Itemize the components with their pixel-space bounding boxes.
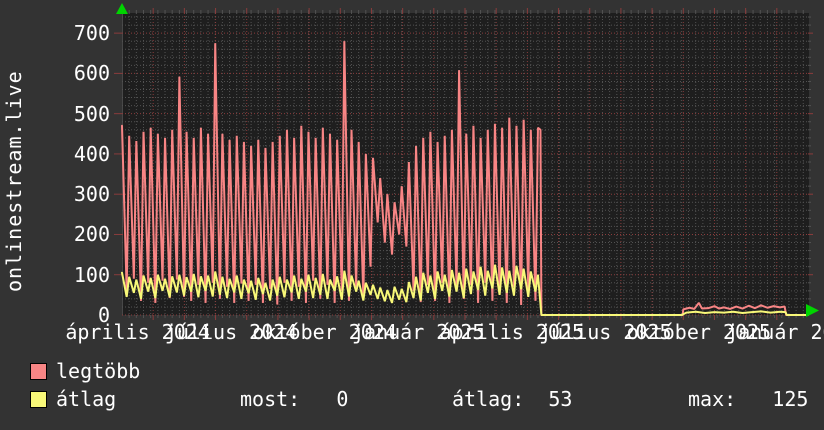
- y-axis-label: 200: [73, 222, 110, 247]
- x-axis-label: január 2025: [351, 320, 485, 344]
- x-axis-label: október 2025: [626, 320, 772, 344]
- y-axis-label: 100: [73, 262, 110, 287]
- stat-most: most: 0: [240, 387, 349, 411]
- x-axis-label: július 2024: [164, 320, 298, 344]
- legend-label-legtobb: legtöbb: [56, 359, 141, 383]
- x-axis-label: április 2025: [439, 320, 585, 344]
- x-axis-label: január 2026: [726, 320, 824, 344]
- y-axis-label: 400: [73, 141, 110, 166]
- x-axis-label: július 2025: [539, 320, 672, 344]
- x-axis-label: április 2024: [65, 320, 210, 344]
- y-axis-label: 600: [73, 61, 110, 86]
- x-axis-label: október 2024: [252, 320, 397, 344]
- stat-atlag: átlag: 53: [452, 387, 573, 411]
- legend-label-atlag: átlag: [56, 387, 117, 411]
- legend-swatch-legtobb: [30, 363, 47, 380]
- stat-max: max: 125: [688, 387, 809, 411]
- y-axis-label: 0: [97, 303, 110, 327]
- y-axis-label: 500: [73, 101, 110, 126]
- y-axis-label: 300: [73, 182, 110, 207]
- legend-swatch-atlag: [30, 391, 47, 408]
- y-axis-label: 700: [73, 21, 110, 46]
